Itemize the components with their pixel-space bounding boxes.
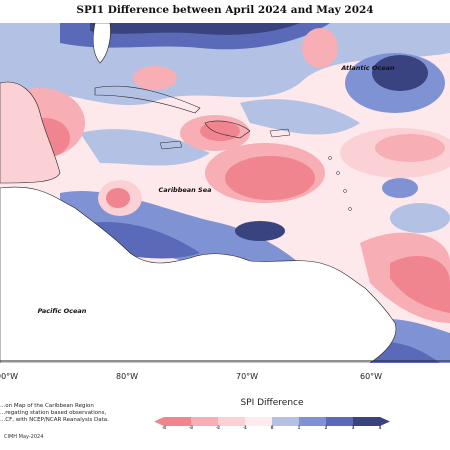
lon-label-80w: 80°W	[116, 372, 139, 381]
legend-swatch	[164, 417, 192, 426]
legend-tick-label: 3	[351, 426, 355, 431]
legend-tick-label: 2	[324, 426, 328, 431]
legend-tick-label: -1	[242, 426, 248, 431]
map-title: SPI1 Difference between April 2024 and M…	[76, 4, 374, 16]
legend-arrow-high	[380, 417, 390, 426]
legend-tick-label: -4	[161, 426, 167, 431]
pacific-label: Pacific Ocean	[38, 307, 87, 315]
legend-swatch	[272, 417, 300, 426]
atlantic-label: Atlantic Ocean	[340, 64, 395, 72]
lon-label-60w: 60°W	[360, 372, 383, 381]
legend-tick-label: -2	[215, 426, 221, 431]
spi-map: Atlantic Ocean Caribbean Sea Pacific Oce…	[0, 23, 450, 363]
legend-swatch	[299, 417, 327, 426]
legend-arrow-low	[154, 417, 164, 426]
legend-tick-label: 1	[297, 426, 301, 431]
footer-line: ...regating station based observations,	[0, 410, 107, 416]
legend-swatch	[245, 417, 273, 426]
legend-swatch	[353, 417, 381, 426]
legend-tick-label: 4	[378, 426, 382, 431]
footer-line: ...CF, with NCEP/NCAR Reanalysis Data.	[0, 417, 109, 423]
credit-text: CIMH May-2024	[4, 434, 44, 440]
footer-note: ...on Map of the Caribbean Region ...reg…	[0, 403, 120, 424]
footer-line: ...on Map of the Caribbean Region	[0, 403, 94, 409]
legend-swatch	[326, 417, 354, 426]
legend-title: SPI Difference	[240, 398, 304, 408]
legend-swatch	[191, 417, 219, 426]
legend-swatch	[218, 417, 246, 426]
legend-tick-label: -3	[188, 426, 194, 431]
color-legend: SPI Difference -4 -3 -2 -1 0 1 2 3 4	[150, 398, 394, 441]
lon-label-90w: 90°W	[0, 372, 19, 381]
caribbean-label: Caribbean Sea	[158, 186, 211, 194]
legend-colorbar	[154, 417, 390, 429]
lon-label-70w: 70°W	[236, 372, 259, 381]
legend-tick-label: 0	[270, 426, 274, 431]
